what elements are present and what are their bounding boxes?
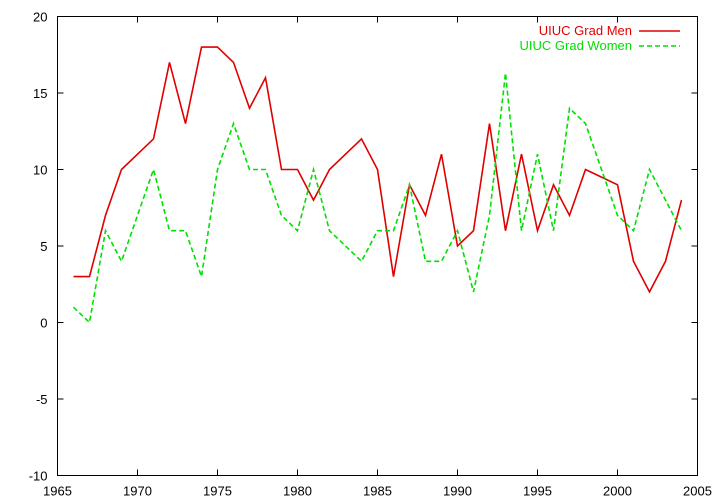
axis-ticks xyxy=(57,16,698,476)
series-lines xyxy=(72,46,683,325)
x-tick-label: 2000 xyxy=(603,484,632,499)
y-tick-label: -10 xyxy=(29,469,48,484)
y-tick-label: 10 xyxy=(33,163,47,178)
axis-tick-labels: 1965 1970 1975 1980 1985 1990 1995 2000 2005-10-… xyxy=(29,10,712,499)
x-tick-label: 1970 xyxy=(123,484,152,499)
y-tick-label: 20 xyxy=(33,10,47,25)
y-tick-label: 0 xyxy=(40,316,47,331)
legend-label: UIUC Grad Women xyxy=(520,38,632,53)
x-tick-label: 1995 xyxy=(523,484,552,499)
x-tick-label: 1975 xyxy=(203,484,232,499)
x-tick-label: 1980 xyxy=(283,484,312,499)
y-tick-label: -5 xyxy=(36,392,48,407)
y-tick-label: 5 xyxy=(40,239,47,254)
x-tick-label: 2005 xyxy=(683,484,712,499)
series-line-men xyxy=(73,46,683,294)
plot-frame xyxy=(57,16,698,476)
x-tick-label: 1985 xyxy=(363,484,392,499)
x-tick-label: 1990 xyxy=(443,484,472,499)
series-line-women xyxy=(72,73,683,325)
legend-label: UIUC Grad Men xyxy=(539,23,632,38)
y-tick-label: 15 xyxy=(33,86,47,101)
x-tick-label: 1965 xyxy=(43,484,72,499)
